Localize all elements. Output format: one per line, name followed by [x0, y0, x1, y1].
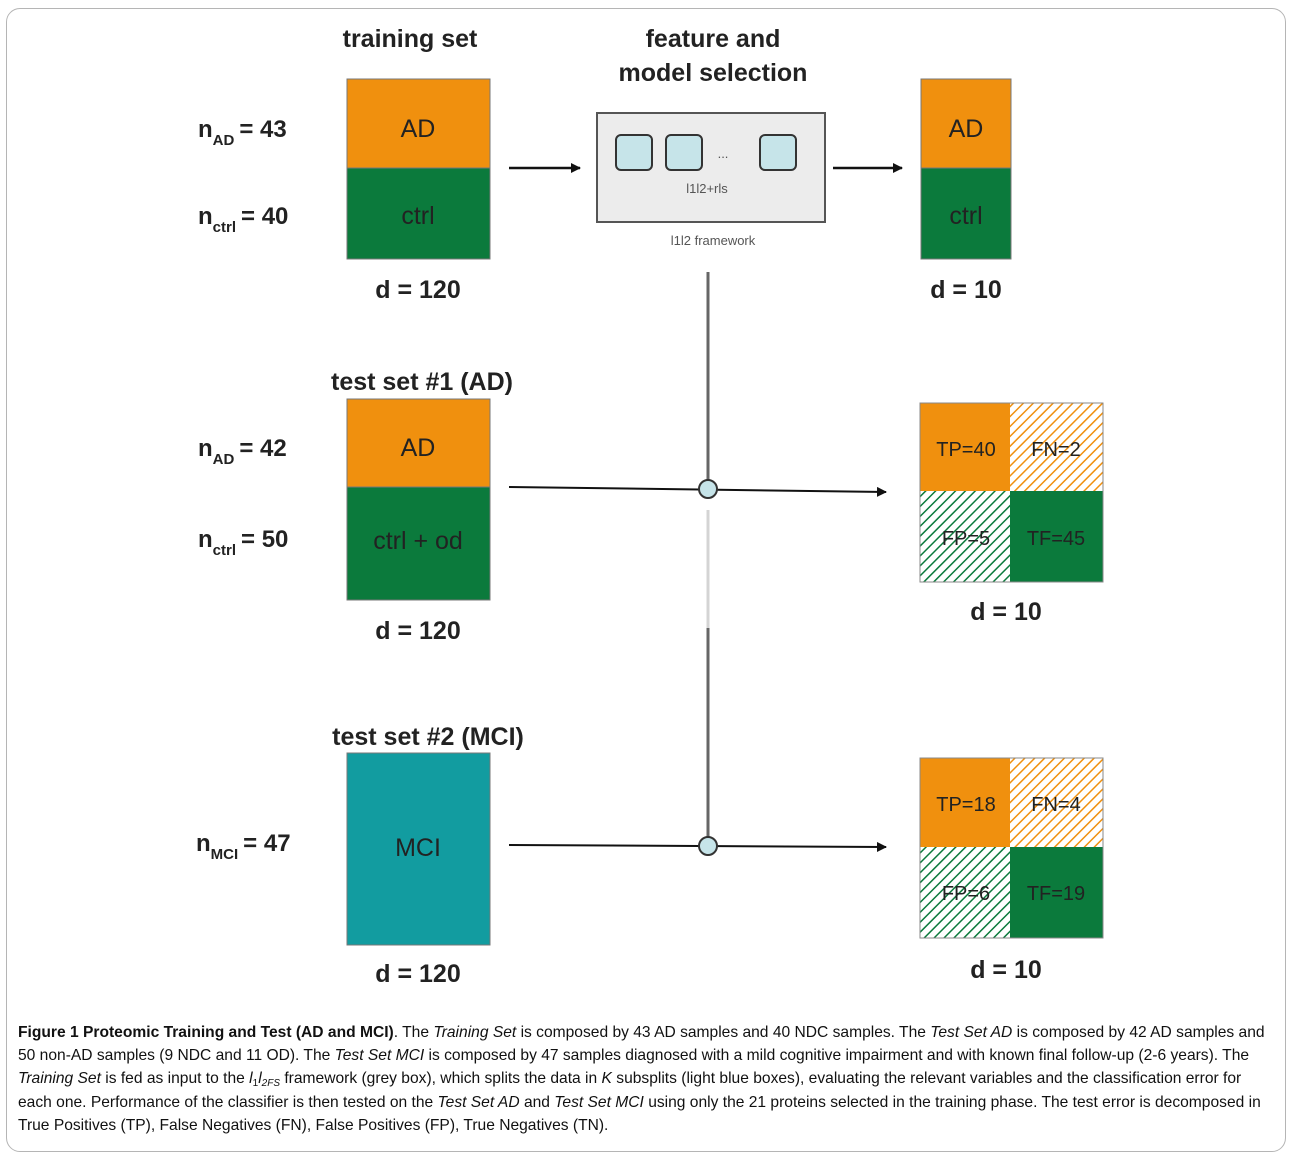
test1-fp-cell — [920, 491, 1010, 582]
selection-title-line2: model selection — [619, 59, 808, 87]
test2-confusion-matrix: TP=18 FN=4 FP=6 TF=19 — [919, 757, 1104, 939]
test1-dim-label: d = 120 — [375, 617, 460, 645]
test2-fn-cell — [1010, 758, 1103, 847]
test1-junction-node — [698, 479, 718, 499]
test2-junction-node — [698, 836, 718, 856]
selected-ad-label: AD — [949, 115, 984, 143]
test1-n-ctrl-label: nctrl = 50 — [198, 526, 288, 559]
test1-matrix-dim-label: d = 10 — [970, 598, 1042, 626]
framework-inner-label: l1l2+rls — [686, 181, 728, 196]
subsplit-ellipsis: ... — [718, 146, 729, 161]
test1-fp-label: FP=5 — [942, 528, 990, 550]
test1-title: test set #1 (AD) — [331, 368, 513, 396]
test1-set-box: AD ctrl + od — [346, 398, 491, 601]
test1-ctrl-label: ctrl + od — [373, 527, 463, 555]
subsplit-box-k — [759, 134, 797, 171]
subsplit-box-1 — [615, 134, 653, 171]
test2-fp-label: FP=6 — [942, 883, 990, 905]
test2-tp-cell — [920, 758, 1010, 847]
framework-label: l1l2 framework — [671, 233, 756, 248]
test2-tf-label: TF=19 — [1027, 883, 1085, 905]
test1-ad-label: AD — [401, 434, 436, 462]
subsplit-box-2 — [665, 134, 703, 171]
test1-tp-label: TP=40 — [936, 439, 995, 461]
selected-dim-label: d = 10 — [930, 276, 1002, 304]
test1-ctrl-block — [346, 486, 491, 601]
test1-tf-cell — [1010, 491, 1103, 582]
diagram: training set nAD = 43 nctrl = 40 AD ctrl d… — [196, 25, 1104, 988]
selected-ctrl-label: ctrl — [949, 202, 982, 230]
test1-n-ad-label: nAD = 42 — [198, 435, 287, 468]
selected-ad-block — [920, 78, 1012, 169]
training-set-title: training set — [343, 25, 478, 53]
test1-matrix-border — [919, 402, 1104, 583]
test2-n-mci-label: nMCI = 47 — [196, 830, 291, 863]
caption-label: Figure 1 Proteomic Training and Test (AD… — [18, 1024, 394, 1041]
framework-box: ... l1l2+rls — [596, 112, 826, 223]
test2-matrix-dim-label: d = 10 — [970, 956, 1042, 984]
test1-tf-label: TF=45 — [1027, 528, 1085, 550]
test2-title: test set #2 (MCI) — [332, 723, 524, 751]
training-ad-label: AD — [401, 115, 436, 143]
arrow-test2-to-matrix — [508, 841, 887, 852]
test1-fn-label: FN=2 — [1031, 439, 1080, 461]
test2-tp-label: TP=18 — [936, 794, 995, 816]
test2-mci-label: MCI — [395, 834, 441, 862]
test2-mci-block — [346, 752, 491, 946]
training-n-ad-label: nAD = 43 — [198, 116, 287, 149]
selected-ctrl-block — [920, 167, 1012, 260]
test1-ad-block — [346, 398, 491, 488]
selected-set-box: AD ctrl — [920, 78, 1012, 260]
training-n-ctrl-label: nctrl = 40 — [198, 203, 288, 236]
test2-matrix-border — [919, 757, 1104, 939]
training-ctrl-label: ctrl — [401, 202, 434, 230]
test2-fn-label: FN=4 — [1031, 794, 1080, 816]
training-ctrl-block — [346, 167, 491, 260]
training-dim-label: d = 120 — [375, 276, 460, 304]
test2-fp-cell — [920, 847, 1010, 938]
test2-dim-label: d = 120 — [375, 960, 460, 988]
test1-confusion-matrix: TP=40 FN=2 FP=5 TF=45 — [919, 402, 1104, 583]
figure-caption: Figure 1 Proteomic Training and Test (AD… — [18, 1024, 1265, 1134]
training-ad-block — [346, 78, 491, 169]
selection-title-line1: feature and — [646, 25, 781, 53]
arrow-test1-to-matrix — [508, 486, 887, 497]
training-set-box: AD ctrl — [346, 78, 491, 260]
test2-tf-cell — [1010, 847, 1103, 938]
test1-fn-cell — [1010, 403, 1103, 491]
test1-tp-cell — [920, 403, 1010, 491]
